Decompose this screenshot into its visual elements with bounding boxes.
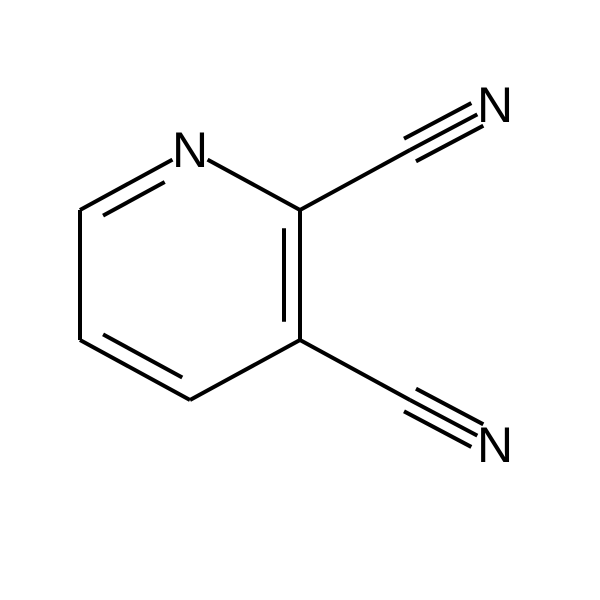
bond [300,340,410,400]
atom-label: N [477,417,513,473]
bond [103,334,182,377]
bond [80,340,190,400]
atom-label: N [172,122,208,178]
atom-label: N [477,77,513,133]
molecule-diagram: N N N [0,0,600,600]
bond [300,150,410,210]
bond [190,340,300,400]
bond [103,182,165,216]
bond [208,160,300,210]
